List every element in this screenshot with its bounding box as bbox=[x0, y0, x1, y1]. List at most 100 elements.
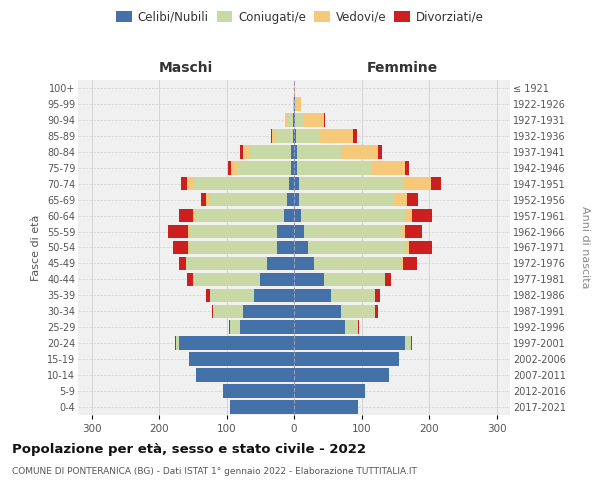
Bar bbox=[375, 304, 379, 318]
Bar bbox=[294, 240, 308, 254]
Bar bbox=[287, 193, 294, 206]
Bar bbox=[308, 240, 406, 254]
Bar bbox=[188, 240, 190, 254]
Bar bbox=[294, 272, 325, 286]
Bar bbox=[394, 193, 407, 206]
Bar bbox=[404, 177, 431, 190]
Bar bbox=[294, 209, 301, 222]
Bar bbox=[223, 384, 294, 398]
Bar bbox=[341, 145, 379, 158]
Bar bbox=[236, 161, 290, 174]
Bar bbox=[411, 336, 412, 350]
Bar bbox=[293, 97, 294, 110]
Bar bbox=[379, 145, 382, 158]
Bar bbox=[277, 225, 294, 238]
Y-axis label: Anni di nascita: Anni di nascita bbox=[580, 206, 590, 288]
Bar bbox=[324, 113, 325, 126]
Bar bbox=[186, 256, 267, 270]
Bar bbox=[299, 177, 404, 190]
Bar bbox=[406, 161, 409, 174]
Bar bbox=[385, 272, 391, 286]
Bar bbox=[299, 193, 394, 206]
Bar bbox=[304, 225, 402, 238]
Bar bbox=[331, 288, 375, 302]
Bar bbox=[403, 256, 417, 270]
Bar bbox=[375, 288, 380, 302]
Bar bbox=[293, 129, 294, 142]
Bar bbox=[296, 129, 320, 142]
Bar bbox=[187, 272, 193, 286]
Bar bbox=[229, 320, 230, 334]
Legend: Celibi/Nubili, Coniugati/e, Vedovi/e, Divorziati/e: Celibi/Nubili, Coniugati/e, Vedovi/e, Di… bbox=[112, 6, 488, 28]
Bar bbox=[250, 145, 290, 158]
Bar bbox=[179, 256, 186, 270]
Bar bbox=[344, 320, 358, 334]
Bar bbox=[407, 193, 418, 206]
Bar bbox=[301, 209, 406, 222]
Bar bbox=[196, 209, 284, 222]
Bar bbox=[176, 336, 179, 350]
Bar bbox=[190, 240, 277, 254]
Bar bbox=[406, 240, 409, 254]
Bar bbox=[244, 304, 294, 318]
Bar bbox=[173, 240, 188, 254]
Bar bbox=[294, 400, 358, 414]
Bar bbox=[402, 256, 403, 270]
Bar bbox=[284, 209, 294, 222]
Bar bbox=[294, 113, 295, 126]
Bar bbox=[271, 129, 272, 142]
Bar bbox=[409, 240, 433, 254]
Bar bbox=[244, 145, 250, 158]
Bar bbox=[206, 288, 209, 302]
Bar bbox=[296, 97, 301, 110]
Bar bbox=[431, 177, 441, 190]
Bar bbox=[240, 145, 244, 158]
Bar bbox=[277, 240, 294, 254]
Bar bbox=[201, 193, 206, 206]
Bar bbox=[290, 145, 294, 158]
Bar bbox=[179, 209, 193, 222]
Bar bbox=[314, 256, 402, 270]
Bar bbox=[294, 129, 296, 142]
Bar bbox=[209, 193, 287, 206]
Bar bbox=[230, 400, 294, 414]
Bar bbox=[294, 256, 314, 270]
Bar bbox=[260, 272, 294, 286]
Bar bbox=[412, 209, 433, 222]
Bar bbox=[293, 113, 294, 126]
Bar bbox=[294, 177, 299, 190]
Bar bbox=[267, 256, 294, 270]
Bar bbox=[406, 209, 412, 222]
Bar bbox=[406, 225, 422, 238]
Bar bbox=[294, 352, 398, 366]
Bar bbox=[228, 161, 231, 174]
Bar bbox=[320, 129, 353, 142]
Text: Popolazione per età, sesso e stato civile - 2022: Popolazione per età, sesso e stato civil… bbox=[12, 442, 366, 456]
Bar bbox=[289, 177, 294, 190]
Text: COMUNE DI PONTERANICA (BG) - Dati ISTAT 1° gennaio 2022 - Elaborazione TUTTITALI: COMUNE DI PONTERANICA (BG) - Dati ISTAT … bbox=[12, 468, 417, 476]
Bar bbox=[294, 81, 295, 95]
Bar bbox=[231, 161, 236, 174]
Bar bbox=[175, 336, 176, 350]
Bar bbox=[240, 320, 294, 334]
Bar bbox=[341, 304, 375, 318]
Bar bbox=[187, 177, 194, 190]
Bar bbox=[181, 177, 187, 190]
Bar bbox=[284, 113, 288, 126]
Bar bbox=[193, 272, 260, 286]
Bar bbox=[276, 129, 293, 142]
Bar bbox=[294, 145, 298, 158]
Bar bbox=[288, 113, 293, 126]
Bar bbox=[371, 161, 406, 174]
Bar bbox=[168, 225, 188, 238]
Bar bbox=[294, 288, 331, 302]
Bar bbox=[209, 288, 254, 302]
Text: Femmine: Femmine bbox=[367, 61, 437, 75]
Bar bbox=[194, 177, 289, 190]
Bar bbox=[206, 193, 209, 206]
Bar bbox=[254, 288, 294, 302]
Text: Maschi: Maschi bbox=[159, 61, 213, 75]
Bar bbox=[294, 225, 304, 238]
Bar bbox=[294, 97, 295, 110]
Bar bbox=[188, 225, 190, 238]
